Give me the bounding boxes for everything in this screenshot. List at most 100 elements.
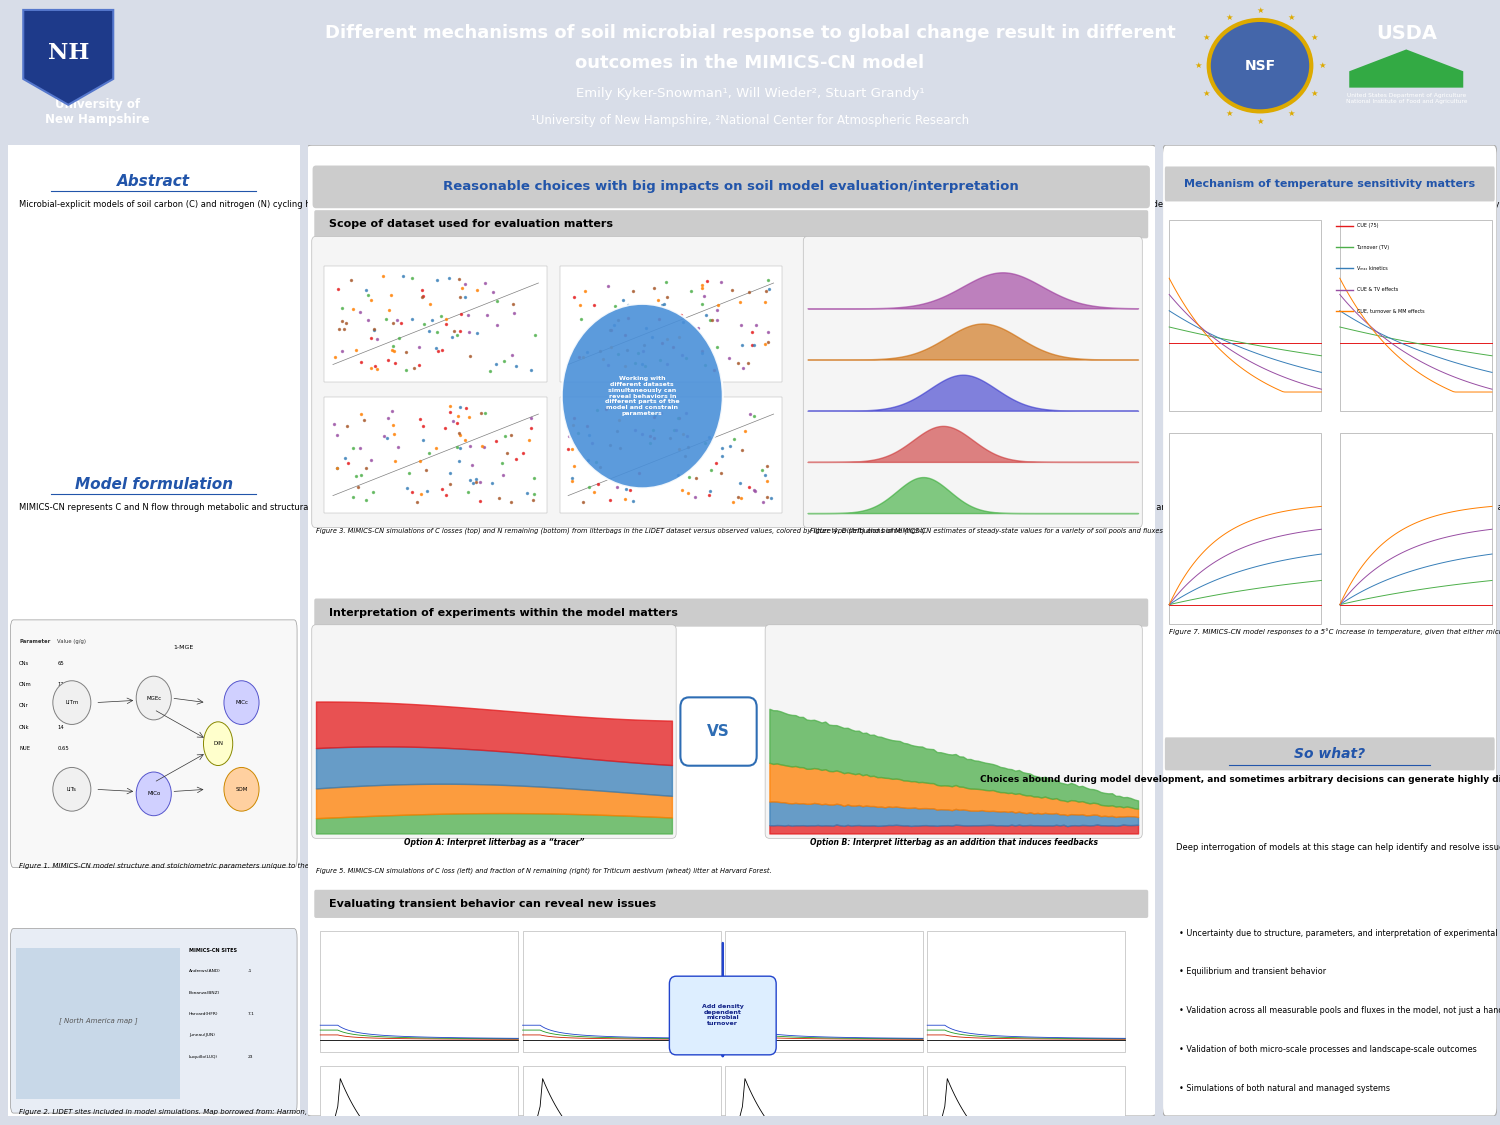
Point <box>705 338 729 356</box>
Point <box>448 288 472 306</box>
Point <box>598 435 622 453</box>
Point <box>598 321 622 339</box>
Point <box>327 319 351 337</box>
Point <box>417 443 441 461</box>
Point <box>614 490 638 508</box>
Text: ★: ★ <box>1226 109 1233 118</box>
Point <box>594 400 618 418</box>
Point <box>622 421 646 439</box>
Point <box>656 354 680 372</box>
Point <box>684 469 708 487</box>
Point <box>351 412 375 430</box>
Point <box>453 431 477 449</box>
Point <box>606 422 630 440</box>
Point <box>386 310 410 328</box>
Point <box>354 281 378 299</box>
Point <box>382 354 406 372</box>
Point <box>334 314 358 332</box>
Point <box>756 280 780 298</box>
FancyBboxPatch shape <box>16 948 180 1098</box>
Point <box>753 335 777 353</box>
Point <box>388 314 412 332</box>
Point <box>598 490 622 508</box>
Point <box>447 452 471 470</box>
Point <box>522 485 546 503</box>
Point <box>642 407 666 425</box>
Point <box>424 439 448 457</box>
Point <box>356 286 380 304</box>
Text: ★: ★ <box>1226 14 1233 22</box>
FancyBboxPatch shape <box>927 1066 1125 1125</box>
Text: MGEc: MGEc <box>146 695 162 701</box>
Text: Parameter: Parameter <box>20 639 51 645</box>
Point <box>633 357 657 375</box>
Point <box>694 272 718 290</box>
Text: Reasonable choices with big impacts on soil model evaluation/interpretation: Reasonable choices with big impacts on s… <box>444 180 1019 193</box>
Ellipse shape <box>53 767 92 811</box>
Point <box>622 353 646 371</box>
FancyBboxPatch shape <box>1166 737 1494 771</box>
Point <box>704 453 728 471</box>
Point <box>372 428 396 446</box>
Point <box>465 472 489 490</box>
Point <box>344 341 368 359</box>
Point <box>756 333 780 351</box>
Text: 23: 23 <box>248 1055 254 1059</box>
Point <box>326 459 350 477</box>
Point <box>426 342 450 360</box>
Text: LITm: LITm <box>64 700 78 705</box>
Point <box>482 284 506 302</box>
Point <box>381 342 405 360</box>
Point <box>687 319 711 337</box>
Point <box>728 292 752 310</box>
Text: ★: ★ <box>1287 14 1294 22</box>
Text: Abstract: Abstract <box>117 174 190 189</box>
Point <box>410 485 434 503</box>
Point <box>574 343 598 361</box>
Point <box>753 466 777 484</box>
Point <box>332 321 356 339</box>
Point <box>678 282 702 300</box>
Text: Bonanza(BNZ): Bonanza(BNZ) <box>189 991 220 994</box>
Point <box>340 300 364 318</box>
Point <box>560 440 584 458</box>
FancyBboxPatch shape <box>10 620 297 867</box>
Point <box>453 399 477 417</box>
Point <box>489 455 513 472</box>
Point <box>459 348 483 366</box>
Point <box>674 404 698 422</box>
Point <box>669 482 693 500</box>
Point <box>447 423 471 441</box>
Point <box>711 447 735 465</box>
Point <box>441 412 465 430</box>
Point <box>585 453 609 471</box>
Point <box>578 426 602 444</box>
FancyBboxPatch shape <box>1168 432 1322 623</box>
Point <box>582 483 606 501</box>
Point <box>400 269 424 287</box>
Point <box>634 319 658 337</box>
Point <box>387 439 411 457</box>
Point <box>730 336 754 354</box>
FancyBboxPatch shape <box>804 236 1143 528</box>
Point <box>362 483 386 501</box>
Text: Figure 1. MIMICS-CN model structure and stoichiometric parameters unique to the : Figure 1. MIMICS-CN model structure and … <box>20 863 994 868</box>
Point <box>728 474 752 492</box>
Point <box>465 281 489 299</box>
Point <box>340 440 364 458</box>
Point <box>344 467 368 485</box>
Text: CNs: CNs <box>20 660 30 666</box>
Point <box>640 397 664 415</box>
Point <box>562 457 586 475</box>
Point <box>420 312 444 330</box>
Point <box>561 410 585 428</box>
Point <box>720 281 744 299</box>
Point <box>710 273 734 291</box>
Point <box>568 296 592 314</box>
Point <box>362 319 386 337</box>
Text: Different mechanisms of soil microbial response to global change result in diffe: Different mechanisms of soil microbial r… <box>324 24 1176 42</box>
Point <box>648 404 672 422</box>
Point <box>447 270 471 288</box>
Point <box>710 439 734 457</box>
Text: Figure 5. MIMICS-CN simulations of C loss (left) and fraction of N remaining (ri: Figure 5. MIMICS-CN simulations of C los… <box>316 867 771 874</box>
